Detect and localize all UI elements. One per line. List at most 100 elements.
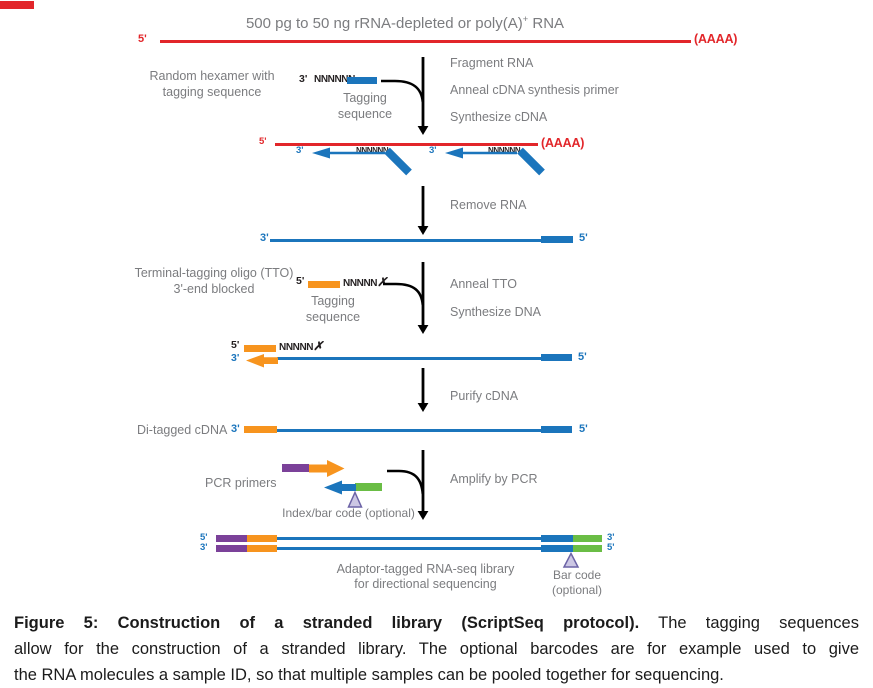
random-hexamer-label-line2: tagging sequence <box>162 85 262 99</box>
cdna-tag-block <box>541 236 573 243</box>
figure-caption: Figure 5: Construction of a stranded lib… <box>0 610 873 688</box>
row4-blocked-x-mark: ✗ <box>313 339 324 353</box>
rna1-polya-label: (AAAA) <box>694 32 738 46</box>
row4-five-prime-label: 5' <box>578 351 587 363</box>
step3-synthesize-dna-label: Synthesize DNA <box>450 305 542 319</box>
row4-top-five-prime-label: 5' <box>231 339 240 351</box>
tto-extension-arrow <box>246 354 278 368</box>
row4-tag-block <box>541 354 572 361</box>
title-text-rna: RNA <box>528 15 565 32</box>
ditag-line <box>277 429 541 432</box>
tagging-sequence-label-2: Tagging sequence <box>291 293 375 325</box>
row4-n-sequence: NNNNN✗ <box>279 339 324 353</box>
step2-arrowhead <box>417 226 429 235</box>
tagging-sequence-label-1: Tagging sequence <box>323 90 407 122</box>
hexamer-tag-bar <box>347 77 377 84</box>
tto-label-line1: Terminal-tagging oligo (TTO) <box>134 266 294 280</box>
library-bottom-left-three-prime: 3' <box>200 542 208 553</box>
library-top-purple-adapter <box>216 535 247 542</box>
step4-purify-label: Purify cDNA <box>450 389 519 403</box>
tagging2-label-line1: Tagging <box>311 294 355 308</box>
primer-a-diagonal-tag-bar <box>384 147 412 176</box>
diagram-shapes <box>246 57 580 568</box>
caption-line1: Figure 5: Construction of a stranded lib… <box>14 610 859 636</box>
ditag-orange-block <box>244 426 277 433</box>
primer-a-three-prime-label: 3' <box>296 145 304 156</box>
library-top-right-three-prime: 3' <box>607 532 615 543</box>
row4-bottom-three-prime-label: 3' <box>231 352 240 364</box>
tto-label-line2: 3'-end blocked <box>173 282 255 296</box>
tto-n-letters: NNNNN <box>343 278 378 289</box>
primer-b-three-prime-label: 3' <box>429 145 437 156</box>
step1-hook-curve <box>381 79 425 103</box>
red-corner-mark <box>0 1 34 9</box>
tto-tag-bar <box>308 281 340 288</box>
barcode-triangle <box>562 551 580 568</box>
random-hexamer-label: Random hexamer with tagging sequence <box>130 68 294 100</box>
rna2-polya-label: (AAAA) <box>541 136 585 150</box>
step3-arrowhead <box>417 325 429 334</box>
pcr-reverse-arrow <box>324 480 356 495</box>
step1-synthesize-label: Synthesize cDNA <box>450 110 548 124</box>
step2-remove-rna-label: Remove RNA <box>450 198 527 212</box>
tagging2-label-line2: sequence <box>305 310 361 324</box>
rna2-five-prime-label: 5' <box>259 136 267 147</box>
random-hexamer-label-line1: Random hexamer with <box>149 69 275 83</box>
cdna-line <box>270 239 541 242</box>
rna-strand-line <box>160 40 691 43</box>
primer-a-arrowhead <box>312 147 330 159</box>
step5-amplify-label: Amplify by PCR <box>450 472 538 486</box>
library-bottom-line <box>277 547 541 550</box>
library-bottom-orange-tag <box>247 545 277 552</box>
row4-n-letters: NNNNN <box>279 342 314 353</box>
cdna-five-prime-label: 5' <box>579 232 588 244</box>
caption-line2: allow for the construction of a stranded… <box>14 640 859 658</box>
library-top-blue-tag <box>541 535 573 542</box>
di-tagged-label: Di-tagged cDNA <box>137 423 228 437</box>
library-top-green-barcode <box>573 535 602 542</box>
tagging-label-line1: Tagging <box>343 91 387 105</box>
library-bottom-right-five-prime: 5' <box>607 542 615 553</box>
library-top-orange-tag <box>247 535 277 542</box>
library-top-line <box>277 537 541 540</box>
barcode-optional-label: Bar code (optional) <box>535 568 619 597</box>
hexamer-n6-sequence: NNNNNN <box>314 74 355 85</box>
library-top-left-five-prime: 5' <box>200 532 208 543</box>
step1-fragment-label: Fragment RNA <box>450 56 534 70</box>
tto-n-sequence: NNNNN✗ <box>343 275 388 289</box>
step3-anneal-tto-label: Anneal TTO <box>450 277 517 291</box>
step5-hook-curve <box>387 469 425 495</box>
library-bottom-purple-adapter <box>216 545 247 552</box>
pcr-reverse-green-block <box>355 483 382 491</box>
title-superscript: + <box>522 14 529 24</box>
rna-fragment-line <box>275 143 538 146</box>
rna1-five-prime-label: 5' <box>138 33 147 45</box>
pcr-forward-purple-block <box>282 464 309 472</box>
pcr-primers-label: PCR primers <box>205 476 277 490</box>
index-barcode-triangle <box>347 490 363 508</box>
row4-tto-bar <box>244 345 276 352</box>
primer-b-n6-sequence: NNNNNN <box>488 146 521 155</box>
library-label: Adaptor-tagged RNA-seq library for direc… <box>323 562 528 591</box>
primer-b-arrowhead <box>445 147 463 159</box>
ditag-five-prime-label: 5' <box>579 423 588 435</box>
caption-bold-title: Figure 5: Construction of a stranded lib… <box>14 614 640 632</box>
hexamer-three-prime-label: 3' <box>299 73 308 85</box>
barcode-label-line2: (optional) <box>551 582 603 597</box>
pcr-forward-arrow <box>309 460 345 477</box>
step4-arrowhead <box>417 403 429 412</box>
tto-label: Terminal-tagging oligo (TTO) 3'-end bloc… <box>122 265 306 297</box>
step1-anneal-label: Anneal cDNA synthesis primer <box>450 83 619 97</box>
caption-line3: the RNA molecules a sample ID, so that m… <box>14 666 724 684</box>
library-label-line1: Adaptor-tagged RNA-seq library <box>336 562 515 576</box>
row4-cdna-line <box>277 357 541 360</box>
title-text: 500 pg to 50 ng rRNA-depleted or poly(A) <box>245 15 523 32</box>
ditag-three-prime-label: 3' <box>231 423 240 435</box>
caption-line1-rest: The tagging sequences <box>658 614 859 632</box>
library-bottom-green-barcode <box>573 545 602 552</box>
library-label-line2: for directional sequencing <box>354 576 497 591</box>
barcode-label-line1: Bar code <box>552 568 602 582</box>
blocked-end-x-mark: ✗ <box>377 275 388 289</box>
step5-arrowhead <box>417 511 429 520</box>
